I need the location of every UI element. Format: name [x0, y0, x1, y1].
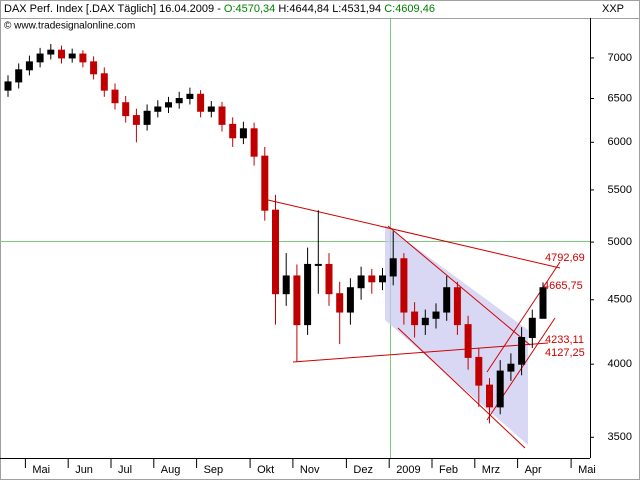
candle-body [421, 317, 429, 326]
x-tick-label: Mai [32, 464, 50, 476]
candle-body [282, 275, 290, 295]
candle-body [314, 263, 322, 266]
candle-body [379, 275, 386, 283]
candle-body [239, 128, 247, 139]
trendline [486, 261, 561, 373]
trendlines [267, 199, 561, 449]
high-price: H:4644,84 [278, 3, 329, 15]
y-tick-label: 6000 [608, 136, 632, 148]
x-tick-label: Okt [257, 464, 274, 476]
candle-body [528, 317, 536, 339]
candle-body [175, 98, 183, 104]
candle-body [47, 49, 55, 55]
candles [4, 44, 547, 424]
candle-body [539, 287, 547, 319]
x-tick-label: Apr [525, 464, 542, 476]
candle-body [411, 311, 419, 326]
candle-body [368, 275, 376, 283]
candle-body [443, 287, 451, 313]
low-price: L:4531,94 [332, 3, 381, 15]
candle-body [132, 115, 140, 125]
annotation: 4233,11 [545, 334, 584, 346]
x-tick-label: Mrz [482, 464, 500, 476]
candle-body [389, 258, 397, 277]
candle-body [4, 81, 12, 91]
x-tick-label: Jun [75, 464, 93, 476]
candle-body [272, 209, 279, 295]
candle-body [143, 110, 151, 125]
candle-body [79, 53, 87, 63]
candle-body [496, 370, 504, 408]
candle-body [186, 93, 194, 100]
candle-body [518, 337, 526, 365]
candle-body [400, 258, 408, 313]
candle-body [261, 155, 269, 211]
x-tick-label: Nov [300, 464, 320, 476]
candle-body [197, 93, 205, 112]
candle-body [68, 53, 76, 59]
candle-body [346, 287, 354, 313]
y-tick-label: 7000 [608, 52, 632, 64]
y-tick-label: 4000 [608, 358, 632, 370]
candle-body [154, 106, 162, 112]
x-tick-label: Mai [578, 464, 596, 476]
x-tick-label: 2009 [396, 464, 420, 476]
annotation: 4665,75 [543, 280, 583, 292]
candle-body [90, 61, 98, 75]
y-tick-label: 3500 [608, 431, 632, 443]
annotation: 4127,25 [545, 347, 585, 359]
x-tick-label: Dez [353, 464, 373, 476]
candle-body [58, 49, 65, 59]
candle-body [229, 123, 237, 139]
candle-body [207, 106, 215, 112]
candle-body [218, 106, 226, 125]
x-tick-label: Jul [118, 464, 132, 476]
candle-body [293, 275, 301, 326]
instrument: DAX Perf. Index [.DAX Täglich] 16.04.200… [4, 3, 221, 15]
x-tick-label: Aug [161, 464, 181, 476]
candle-body [486, 384, 493, 408]
candle-body [165, 102, 172, 108]
copyright: © www.tradesignalonline.com [4, 21, 135, 32]
candle-body [325, 263, 333, 295]
annotation: 4792,69 [545, 252, 585, 264]
y-tick-label: 6500 [608, 92, 632, 104]
trendline [387, 225, 531, 346]
y-tick-label: 5500 [608, 184, 632, 196]
y-tick-label: 5000 [608, 236, 632, 248]
candle-body [25, 61, 33, 71]
y-tick-label: 4500 [608, 294, 632, 306]
candle-body [100, 73, 108, 91]
candle-body [36, 53, 44, 63]
candle-body [15, 69, 23, 83]
header: DAX Perf. Index [.DAX Täglich] 16.04.200… [4, 3, 435, 15]
candle-body [507, 363, 515, 372]
x-tick-label: Feb [439, 464, 458, 476]
candle-body [464, 324, 472, 358]
candle-body [475, 356, 483, 386]
trendline [292, 342, 549, 363]
candle-body [336, 293, 344, 313]
open-price: O:4570,34 [224, 3, 275, 15]
candle-body [111, 89, 119, 104]
close-price: C:4609,46 [384, 3, 435, 15]
candle-body [357, 275, 365, 289]
candle-body [432, 311, 440, 319]
candle-body [250, 128, 258, 157]
trendline [397, 327, 526, 449]
candle-body [122, 102, 130, 117]
candle-body [304, 263, 312, 326]
trendline [267, 199, 561, 269]
corner-label: XXP [602, 3, 624, 15]
x-tick-label: Sep [204, 464, 224, 476]
candle-body [453, 287, 461, 326]
